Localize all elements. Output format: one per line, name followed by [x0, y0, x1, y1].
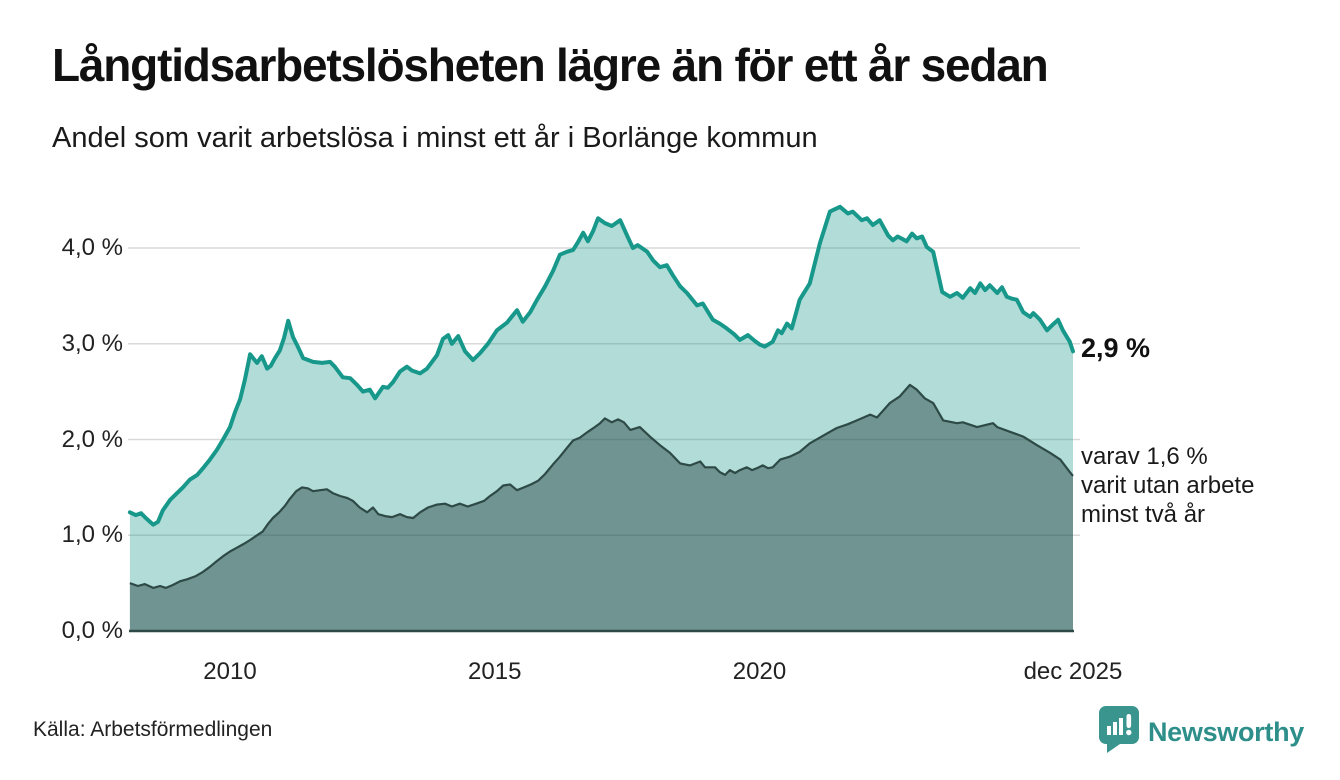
- page-title: Långtidsarbetslösheten lägre än för ett …: [52, 39, 1049, 91]
- newsworthy-wordmark: Newsworthy: [1147, 716, 1304, 747]
- chart-subtitle: Andel som varit arbetslösa i minst ett å…: [52, 122, 818, 154]
- y-tick-label: 2,0 %: [61, 425, 123, 453]
- y-tick-label: 3,0 %: [61, 329, 123, 357]
- source-label: Källa: Arbetsförmedlingen: [33, 718, 273, 741]
- x-tick-label: 2015: [468, 658, 522, 685]
- y-tick-label: 0,0 %: [61, 617, 123, 644]
- series-end-value-label: 2,9 %: [1081, 333, 1151, 363]
- newsworthy-logo-icon: [1098, 706, 1139, 758]
- newsworthy-logo: Newsworthy: [1098, 706, 1304, 758]
- series-detail-line: minst två år: [1081, 501, 1206, 528]
- series-detail-line: varav 1,6 %: [1081, 443, 1208, 470]
- x-tick-label: 2010: [203, 658, 257, 685]
- series-detail-label: varav 1,6 % varit utan arbete minst två …: [1081, 442, 1254, 529]
- x-tick-label: 2020: [732, 658, 787, 685]
- series-detail-line: varit utan arbete: [1081, 472, 1255, 499]
- area-fill-min-one-year: [129, 206, 1073, 632]
- x-tick-label: dec 2025: [1023, 658, 1123, 685]
- line-min-two-years: [129, 383, 1074, 589]
- y-tick-label: 4,0 %: [61, 234, 123, 261]
- y-tick-label: 1,0 %: [61, 521, 123, 549]
- area-fill-min-two-years: [129, 384, 1073, 631]
- line-min-one-year: [127, 204, 1075, 527]
